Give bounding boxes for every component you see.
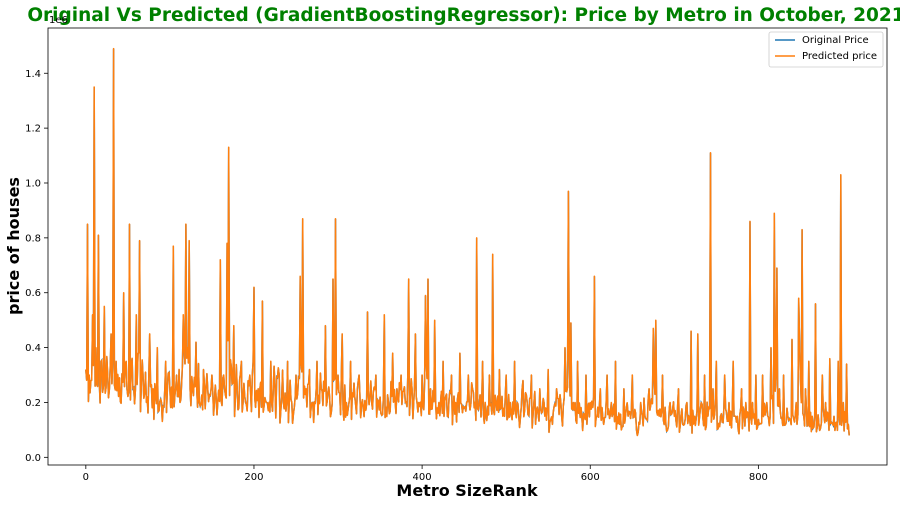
y-offset-label: 1e6 <box>49 15 68 26</box>
x-tick-label: 800 <box>749 472 768 483</box>
y-tick-label: 0.2 <box>25 398 41 409</box>
x-tick-label: 400 <box>413 472 432 483</box>
series-line-predicted <box>85 47 850 437</box>
series-layer <box>85 47 850 437</box>
legend: Original Price Predicted price <box>768 31 884 68</box>
x-axis: 0 200 400 600 800 <box>83 465 768 483</box>
y-tick-label: 0.4 <box>25 343 41 354</box>
y-tick-label: 0.0 <box>25 453 41 464</box>
y-tick-label: 1.0 <box>25 178 41 189</box>
y-tick-label: 0.6 <box>25 288 41 299</box>
x-tick-label: 600 <box>581 472 600 483</box>
chart-title: Original Vs Predicted (GradientBoostingR… <box>27 5 900 26</box>
y-tick-label: 1.2 <box>25 124 41 135</box>
legend-label-original: Original Price <box>802 35 869 46</box>
x-axis-label: Metro SizeRank <box>396 481 538 500</box>
y-tick-label: 0.8 <box>25 233 41 244</box>
x-tick-label: 200 <box>244 472 263 483</box>
x-tick-label: 0 <box>83 472 89 483</box>
y-axis: 0.0 0.2 0.4 0.6 0.8 1.0 1.2 1.4 <box>25 69 48 464</box>
y-axis-label: price of houses <box>4 177 23 315</box>
legend-label-predicted: Predicted price <box>802 51 877 62</box>
legend-box <box>768 31 884 68</box>
y-tick-label: 1.4 <box>25 69 41 80</box>
